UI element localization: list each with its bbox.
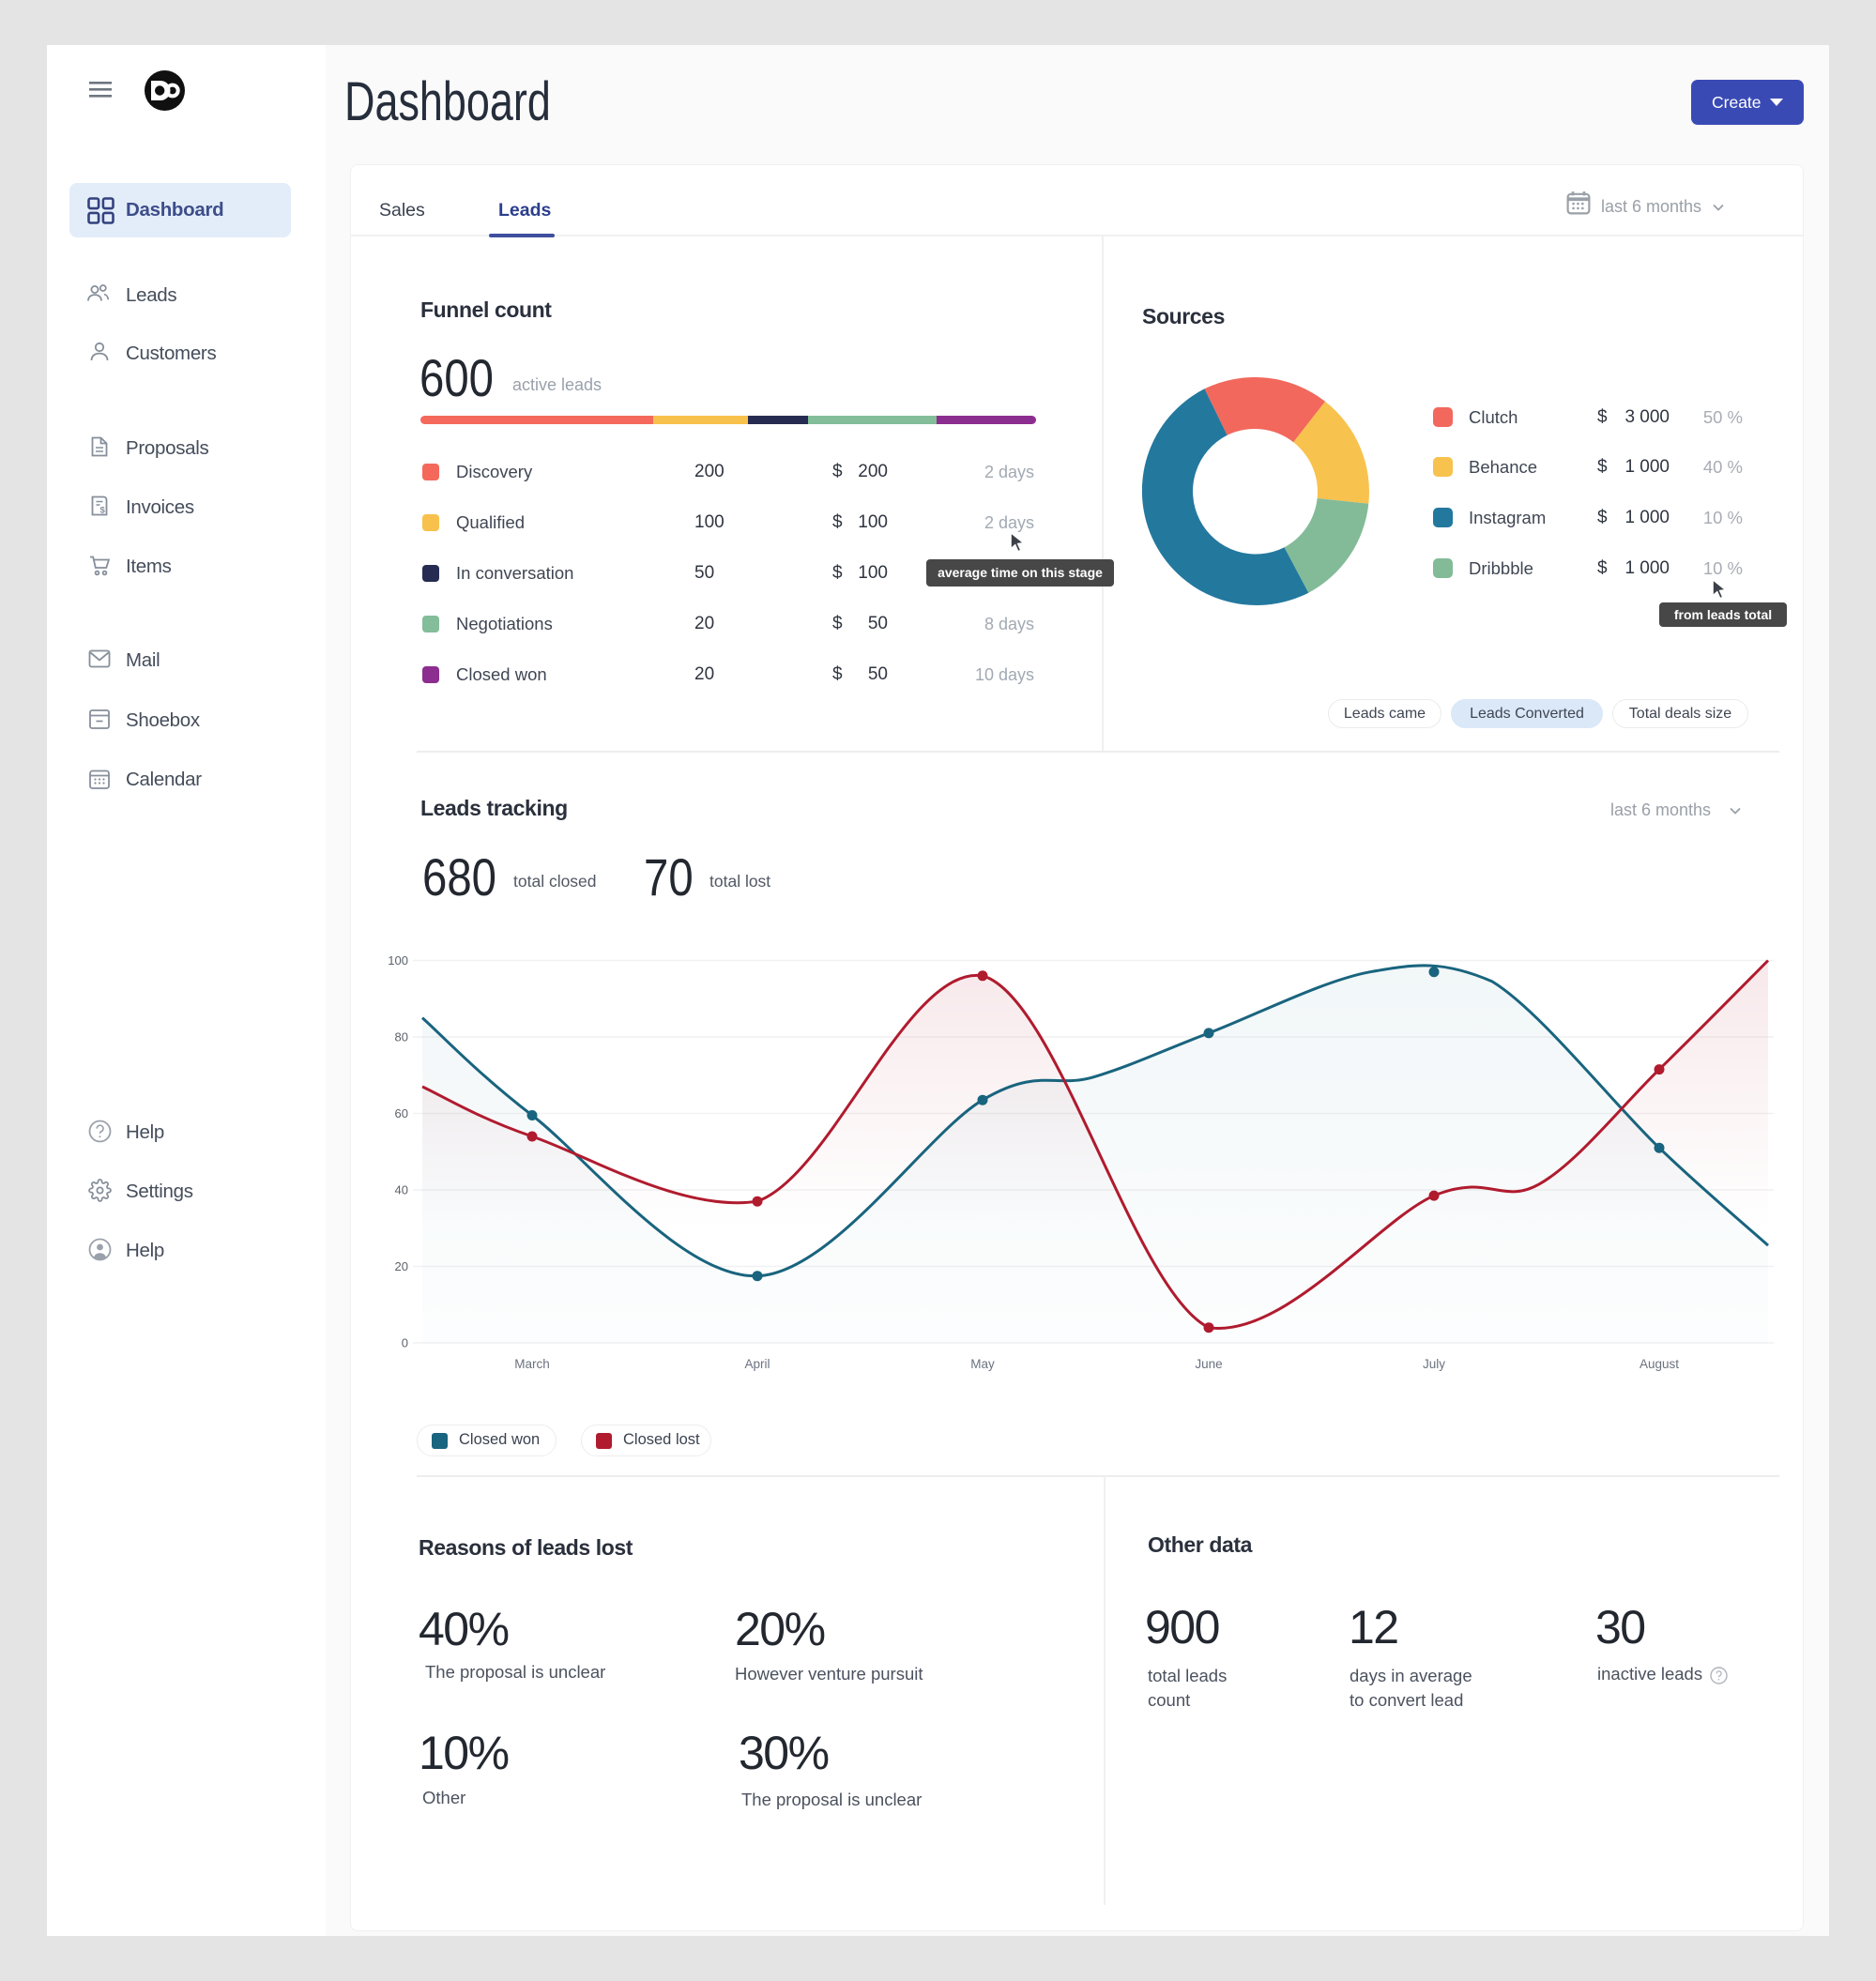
svg-text:July: July [1423,1357,1445,1371]
svg-text:20: 20 [395,1259,408,1273]
svg-text:April: April [744,1357,770,1371]
svg-text:August: August [1640,1357,1679,1371]
svg-text:May: May [970,1357,995,1371]
svg-text:100: 100 [388,953,408,968]
svg-text:80: 80 [395,1030,408,1044]
svg-text:June: June [1195,1357,1222,1371]
svg-text:March: March [514,1357,550,1371]
svg-text:40: 40 [395,1183,408,1197]
svg-text:$: $ [100,506,106,516]
svg-text:60: 60 [395,1106,408,1120]
svg-text:0: 0 [402,1336,408,1350]
